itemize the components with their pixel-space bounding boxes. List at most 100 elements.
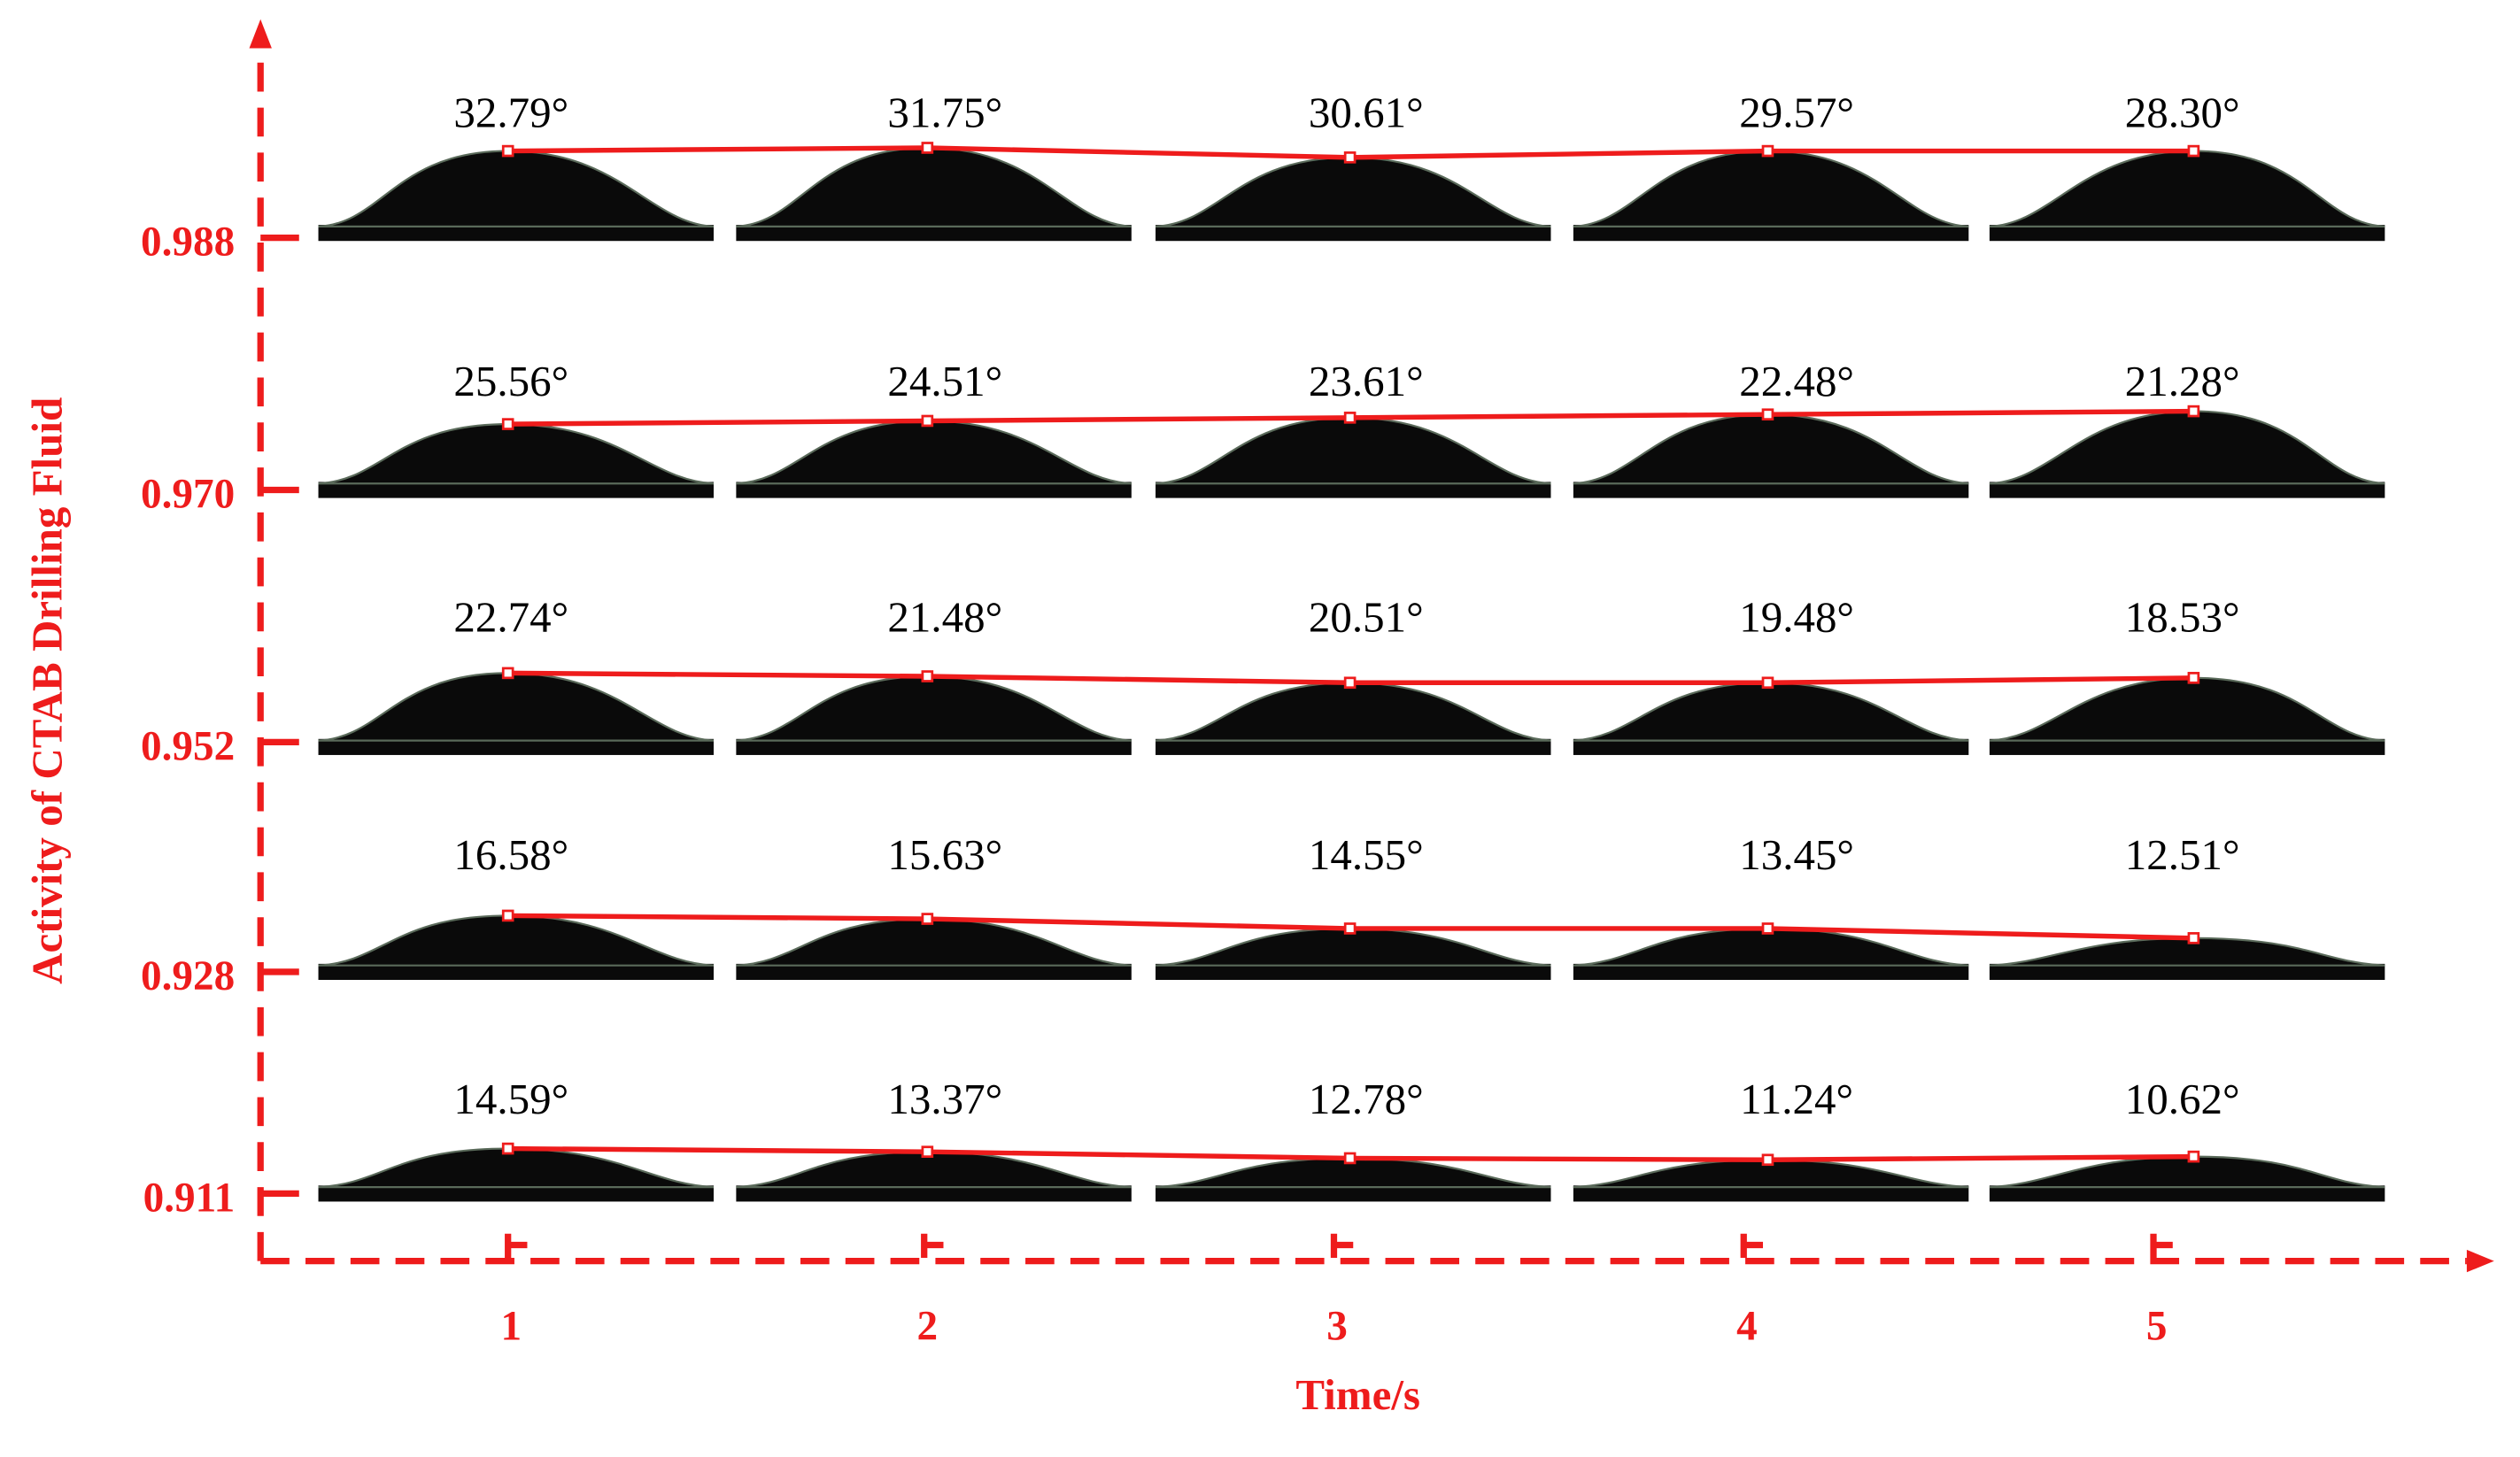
droplet	[1989, 676, 2385, 742]
droplet	[1989, 410, 2385, 485]
droplet	[736, 917, 1132, 967]
contact-angle-label: 13.45°	[1739, 830, 1854, 879]
droplet-image	[736, 420, 1132, 498]
substrate	[1573, 738, 1969, 755]
droplet	[318, 150, 715, 227]
x-tick	[1330, 1233, 1354, 1258]
substrate	[736, 225, 1132, 242]
contact-angle-label: 30.61°	[1309, 89, 1424, 137]
droplet-image	[1573, 150, 1969, 242]
droplet	[318, 672, 715, 742]
substrate	[736, 738, 1132, 755]
droplet-image	[1989, 676, 2385, 755]
substrate	[736, 963, 1132, 981]
contact-angle-label: 31.75°	[887, 89, 1002, 137]
substrate	[1573, 225, 1969, 242]
substrate	[318, 1185, 714, 1202]
droplet-image	[736, 917, 1132, 981]
droplet-image	[1989, 1155, 2385, 1202]
apex-marker	[2187, 1150, 2200, 1163]
droplet	[736, 675, 1132, 742]
substrate	[1573, 482, 1969, 498]
droplet	[1155, 416, 1551, 485]
droplet-image	[1989, 410, 2385, 498]
droplet-image	[736, 1151, 1132, 1202]
droplet-image	[1155, 927, 1551, 981]
droplet-image	[1989, 937, 2385, 981]
contact-angle-label: 22.48°	[1739, 357, 1854, 405]
substrate	[1989, 482, 2385, 498]
contact-angle-label: 32.79°	[453, 89, 568, 137]
x-axis-title: Time/s	[1295, 1370, 1420, 1419]
contact-angle-label: 10.62°	[2125, 1075, 2240, 1123]
droplet	[1989, 1155, 2385, 1189]
droplet-image	[318, 1147, 715, 1202]
apex-marker	[501, 909, 514, 922]
substrate	[736, 1185, 1132, 1202]
droplet-image	[736, 146, 1132, 242]
substrate	[1573, 1185, 1969, 1202]
droplet	[736, 1151, 1132, 1189]
contact-angle-label: 12.78°	[1309, 1075, 1424, 1123]
contact-angle-label: 16.58°	[453, 830, 568, 879]
apex-marker	[921, 142, 934, 154]
droplet	[1155, 156, 1551, 227]
droplet-image	[318, 914, 715, 981]
x-tick-label: 1	[501, 1303, 522, 1349]
droplet	[1155, 682, 1551, 742]
y-tick-label: 0.928	[141, 953, 235, 999]
x-tick	[921, 1233, 944, 1258]
contact-angle-label: 29.57°	[1739, 89, 1854, 137]
contact-angle-label: 13.37°	[887, 1075, 1002, 1123]
droplet-image	[1573, 927, 1969, 981]
substrate	[1156, 738, 1551, 755]
droplet	[1989, 150, 2385, 227]
apex-marker	[1761, 1153, 1774, 1167]
substrate	[1156, 225, 1551, 242]
y-axis-arrow	[249, 19, 272, 49]
contact-angle-label: 18.53°	[2125, 593, 2240, 642]
contact-angle-label: 23.61°	[1309, 357, 1424, 405]
substrate	[1989, 738, 2385, 755]
droplet-image	[736, 675, 1132, 755]
apex-marker	[1761, 676, 1774, 690]
apex-marker	[501, 667, 514, 680]
substrate	[1989, 225, 2385, 242]
droplet-image	[1155, 682, 1551, 755]
apex-marker	[1343, 151, 1357, 164]
apex-marker	[501, 1142, 514, 1155]
x-tick-label: 4	[1736, 1303, 1758, 1349]
contact-angle-label: 20.51°	[1309, 593, 1424, 642]
droplet	[736, 420, 1132, 485]
y-tick-label: 0.952	[141, 723, 235, 769]
apex-marker	[921, 1145, 934, 1158]
apex-marker	[1343, 922, 1357, 935]
substrate	[1156, 1185, 1551, 1202]
droplet	[318, 423, 715, 485]
substrate	[1989, 963, 2385, 981]
substrate	[1573, 963, 1969, 981]
droplet-image	[1155, 1157, 1551, 1202]
substrate	[318, 225, 714, 242]
x-tick-label: 2	[917, 1303, 939, 1349]
x-tick	[1740, 1233, 1764, 1258]
apex-marker	[921, 913, 934, 925]
contact-angle-label: 15.63°	[887, 830, 1002, 879]
apex-marker	[1761, 144, 1774, 158]
substrate	[318, 482, 714, 498]
droplet	[1989, 937, 2385, 967]
apex-marker	[1343, 412, 1357, 424]
substrate	[1156, 963, 1551, 981]
droplet-image	[1573, 682, 1969, 755]
droplet-image	[1155, 156, 1551, 242]
apex-marker	[2187, 932, 2200, 944]
contact-angle-label: 28.30°	[2125, 89, 2240, 137]
contact-angle-label: 22.74°	[453, 593, 568, 642]
contact-angle-label: 25.56°	[453, 357, 568, 405]
apex-marker	[921, 670, 934, 682]
contact-angle-label: 19.48°	[1739, 593, 1854, 642]
droplet-image	[318, 672, 715, 755]
droplet	[318, 914, 715, 967]
apex-marker	[501, 418, 514, 430]
